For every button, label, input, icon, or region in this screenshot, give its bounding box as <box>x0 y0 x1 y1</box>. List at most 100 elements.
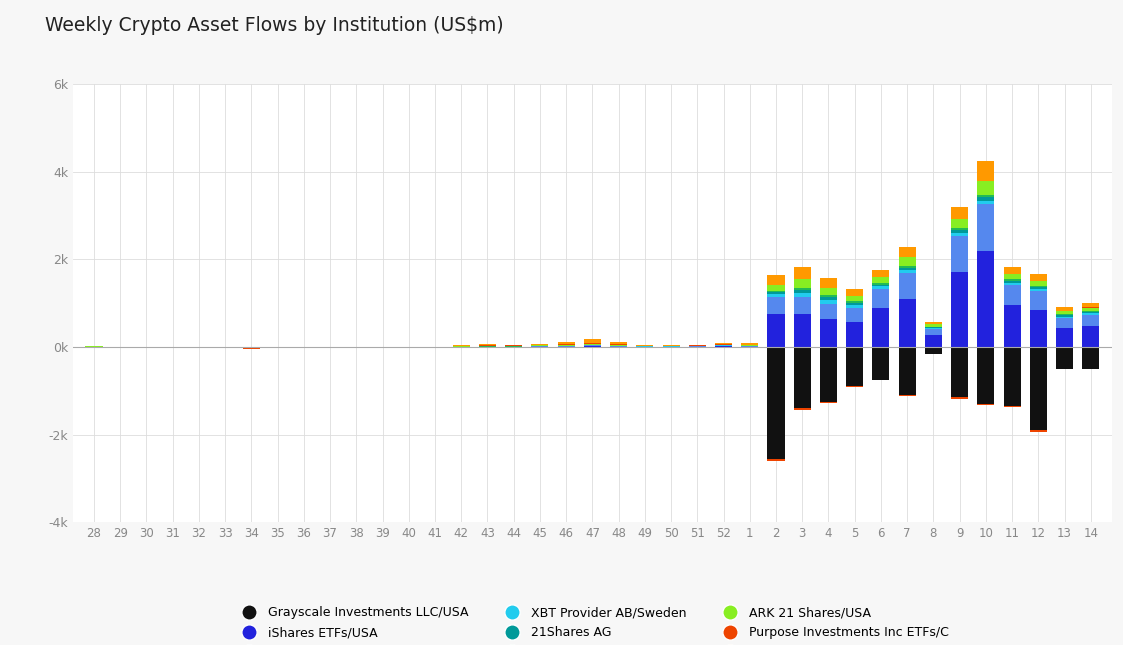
Bar <box>873 284 889 286</box>
Bar <box>820 288 837 295</box>
Bar <box>873 270 889 277</box>
Bar <box>1083 315 1099 326</box>
Legend: Grayscale Investments LLC/USA, iShares ETFs/USA, Fidelity ETFs/USA, XBT Provider: Grayscale Investments LLC/USA, iShares E… <box>231 601 953 645</box>
Bar <box>715 342 732 344</box>
Bar <box>558 344 575 345</box>
Bar <box>1030 347 1047 430</box>
Bar <box>663 345 679 346</box>
Bar <box>794 314 811 347</box>
Bar <box>1030 286 1047 287</box>
Bar <box>951 347 968 397</box>
Bar <box>741 343 758 344</box>
Bar <box>1056 317 1074 318</box>
Bar <box>898 273 915 299</box>
Bar <box>951 233 968 237</box>
Bar <box>794 408 811 410</box>
Bar <box>1083 303 1099 307</box>
Bar <box>846 295 864 301</box>
Bar <box>951 237 968 272</box>
Bar <box>715 346 732 347</box>
Bar <box>977 250 994 347</box>
Bar <box>951 397 968 399</box>
Bar <box>925 324 942 326</box>
Bar <box>1004 281 1021 283</box>
Bar <box>977 204 994 250</box>
Bar <box>610 342 627 344</box>
Bar <box>846 386 864 387</box>
Bar <box>1083 312 1099 313</box>
Bar <box>977 347 994 404</box>
Bar <box>767 294 785 297</box>
Bar <box>1030 274 1047 281</box>
Bar <box>951 228 968 230</box>
Bar <box>951 230 968 233</box>
Bar <box>767 275 785 285</box>
Bar <box>1004 283 1021 285</box>
Bar <box>584 346 601 347</box>
Bar <box>478 344 496 345</box>
Bar <box>820 347 837 402</box>
Bar <box>1030 287 1047 289</box>
Bar <box>1030 430 1047 432</box>
Bar <box>820 279 837 288</box>
Bar <box>846 308 864 322</box>
Bar <box>1056 314 1074 315</box>
Bar <box>846 304 864 308</box>
Bar <box>977 201 994 204</box>
Bar <box>1030 281 1047 286</box>
Bar <box>925 335 942 347</box>
Bar <box>898 299 915 347</box>
Bar <box>610 344 627 345</box>
Bar <box>1083 313 1099 315</box>
Bar <box>558 341 575 344</box>
Bar <box>478 345 496 346</box>
Bar <box>898 347 915 395</box>
Bar <box>820 297 837 300</box>
Bar <box>794 347 811 408</box>
Bar <box>820 304 837 319</box>
Bar <box>846 303 864 304</box>
Bar <box>1056 311 1074 314</box>
Bar <box>584 342 601 344</box>
Bar <box>1004 273 1021 279</box>
Bar <box>1056 307 1074 311</box>
Bar <box>1004 347 1021 406</box>
Bar <box>898 395 915 396</box>
Bar <box>977 197 994 201</box>
Bar <box>767 285 785 291</box>
Bar <box>898 247 915 257</box>
Bar <box>898 268 915 270</box>
Bar <box>951 272 968 347</box>
Bar <box>453 345 469 346</box>
Bar <box>1004 285 1021 305</box>
Bar <box>794 290 811 293</box>
Bar <box>767 292 785 294</box>
Bar <box>767 297 785 314</box>
Bar <box>925 328 942 335</box>
Bar <box>925 327 942 328</box>
Bar <box>951 207 968 219</box>
Bar <box>794 288 811 290</box>
Bar <box>767 347 785 459</box>
Bar <box>688 344 706 345</box>
Bar <box>637 345 654 346</box>
Bar <box>820 319 837 347</box>
Bar <box>820 402 837 403</box>
Bar <box>1030 291 1047 310</box>
Bar <box>1004 305 1021 347</box>
Bar <box>846 301 864 303</box>
Bar <box>898 266 915 268</box>
Bar <box>1004 266 1021 273</box>
Bar <box>873 308 889 347</box>
Bar <box>584 339 601 342</box>
Bar <box>1056 318 1074 328</box>
Text: Weekly Crypto Asset Flows by Institution (US$m): Weekly Crypto Asset Flows by Institution… <box>45 16 503 35</box>
Bar <box>898 270 915 273</box>
Bar <box>951 219 968 228</box>
Bar <box>505 344 522 345</box>
Bar <box>846 347 864 386</box>
Bar <box>925 347 942 353</box>
Bar <box>1004 279 1021 281</box>
Bar <box>1056 315 1074 317</box>
Bar <box>977 404 994 405</box>
